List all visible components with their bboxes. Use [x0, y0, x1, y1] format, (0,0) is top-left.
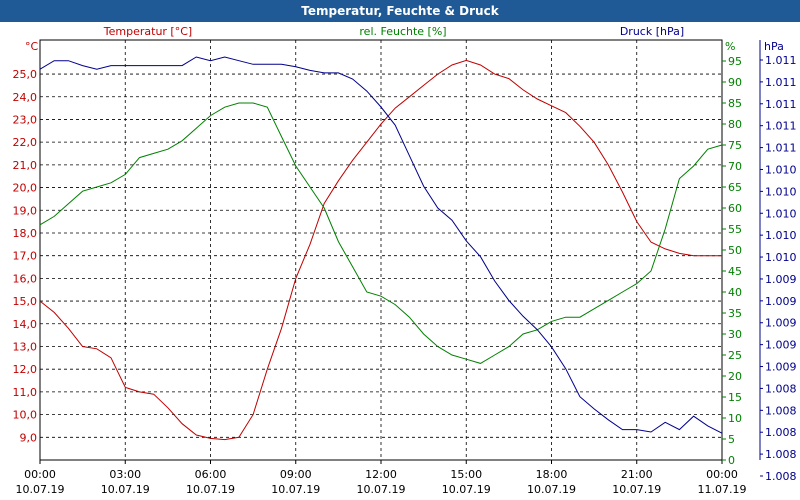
- temperature-tick-label: 15,0: [13, 295, 38, 308]
- pressure-axis-title: Druck [hPa]: [620, 25, 684, 38]
- pressure-tick-label: 1.008: [765, 426, 797, 439]
- x-tick-date-label: 11.07.19: [698, 483, 747, 496]
- x-tick-time-label: 00:00: [706, 468, 738, 481]
- pressure-tick-label: 1.010: [765, 251, 797, 264]
- pressure-tick-label: 1.011: [765, 76, 797, 89]
- x-tick-date-label: 10.07.19: [527, 483, 576, 496]
- x-tick-date-label: 10.07.19: [101, 483, 150, 496]
- pressure-tick-label: 1.009: [765, 295, 797, 308]
- temperature-tick-label: 20,0: [13, 182, 38, 195]
- pressure-tick-label: 1.010: [765, 207, 797, 220]
- chart-canvas: 9,0 10,0 11,0 12,0 13,0 14,0 15,0 16,0 17,0 18,0 1…: [13, 25, 797, 496]
- pressure-tick-label: 1.011: [765, 142, 797, 155]
- x-tick-time-label: 15:00: [450, 468, 482, 481]
- x-tick-time-label: 00:00: [24, 468, 56, 481]
- x-tick-date-label: 10.07.19: [16, 483, 65, 496]
- series-line-pressure: [39, 56, 723, 434]
- x-tick-time-label: 06:00: [195, 468, 227, 481]
- pressure-tick-label: 1.008: [765, 448, 797, 461]
- temperature-tick-label: 24,0: [13, 91, 38, 104]
- humidity-tick-label: 50: [728, 244, 742, 257]
- temperature-axis-title: Temperatur [°C]: [103, 25, 192, 38]
- humidity-tick-label: 75: [728, 139, 742, 152]
- humidity-tick-label: 15: [728, 391, 742, 404]
- humidity-tick-label: 25: [728, 349, 742, 362]
- x-tick-date-label: 10.07.19: [271, 483, 320, 496]
- series-line-temperature: [39, 59, 722, 441]
- temperature-unit-label: °C: [25, 40, 39, 53]
- humidity-tick-label: 20: [728, 370, 742, 383]
- pressure-unit-label: hPa: [764, 40, 784, 53]
- temperature-tick-label: 10,0: [13, 409, 38, 422]
- pressure-tick-label: 1.010: [765, 185, 797, 198]
- humidity-unit-label: %: [725, 40, 735, 53]
- x-tick-time-label: 03:00: [109, 468, 141, 481]
- humidity-tick-label: 40: [728, 286, 742, 299]
- x-tick-date-label: 10.07.19: [357, 483, 406, 496]
- humidity-tick-label: 65: [728, 181, 742, 194]
- humidity-tick-label: 90: [728, 76, 742, 89]
- humidity-tick-label: 30: [728, 328, 742, 341]
- pressure-tick-label: 1.008: [765, 470, 797, 483]
- humidity-tick-label: 10: [728, 412, 742, 425]
- pressure-tick-label: 1.010: [765, 163, 797, 176]
- pressure-tick-label: 1.011: [765, 120, 797, 133]
- temperature-tick-label: 9,0: [20, 431, 38, 444]
- pressure-tick-label: 1.008: [765, 404, 797, 417]
- temperature-tick-label: 12,0: [13, 363, 38, 376]
- pressure-tick-label: 1.009: [765, 317, 797, 330]
- x-tick-time-label: 21:00: [621, 468, 653, 481]
- pressure-tick-label: 1.008: [765, 382, 797, 395]
- pressure-tick-label: 1.009: [765, 339, 797, 352]
- humidity-tick-label: 80: [728, 118, 742, 131]
- temperature-tick-label: 19,0: [13, 204, 38, 217]
- x-tick-time-label: 18:00: [536, 468, 568, 481]
- temperature-tick-label: 21,0: [13, 159, 38, 172]
- pressure-tick-label: 1.009: [765, 273, 797, 286]
- series-line-humidity: [39, 102, 723, 364]
- humidity-tick-label: 35: [728, 307, 742, 320]
- pressure-tick-label: 1.010: [765, 229, 797, 242]
- humidity-tick-label: 45: [728, 265, 742, 278]
- humidity-axis-title: rel. Feuchte [%]: [359, 25, 446, 38]
- temperature-tick-label: 13,0: [13, 340, 38, 353]
- humidity-tick-label: 85: [728, 97, 742, 110]
- temperature-tick-label: 23,0: [13, 113, 38, 126]
- temperature-tick-label: 16,0: [13, 272, 38, 285]
- x-tick-date-label: 10.07.19: [186, 483, 235, 496]
- humidity-tick-label: 70: [728, 160, 742, 173]
- chart-title: Temperatur, Feuchte & Druck: [0, 0, 800, 22]
- pressure-tick-label: 1.009: [765, 361, 797, 374]
- temperature-tick-label: 25,0: [13, 68, 38, 81]
- x-tick-time-label: 09:00: [280, 468, 312, 481]
- temperature-tick-label: 11,0: [13, 386, 38, 399]
- temperature-tick-label: 22,0: [13, 136, 38, 149]
- x-tick-date-label: 10.07.19: [612, 483, 661, 496]
- humidity-tick-label: 60: [728, 202, 742, 215]
- temperature-tick-label: 14,0: [13, 318, 38, 331]
- humidity-tick-label: 0: [728, 454, 735, 467]
- humidity-tick-label: 5: [728, 433, 735, 446]
- pressure-tick-label: 1.011: [765, 98, 797, 111]
- pressure-tick-label: 1.011: [765, 54, 797, 67]
- x-tick-date-label: 10.07.19: [442, 483, 491, 496]
- x-tick-time-label: 12:00: [365, 468, 397, 481]
- humidity-tick-label: 95: [728, 55, 742, 68]
- humidity-tick-label: 55: [728, 223, 742, 236]
- temperature-tick-label: 18,0: [13, 227, 38, 240]
- temperature-tick-label: 17,0: [13, 250, 38, 263]
